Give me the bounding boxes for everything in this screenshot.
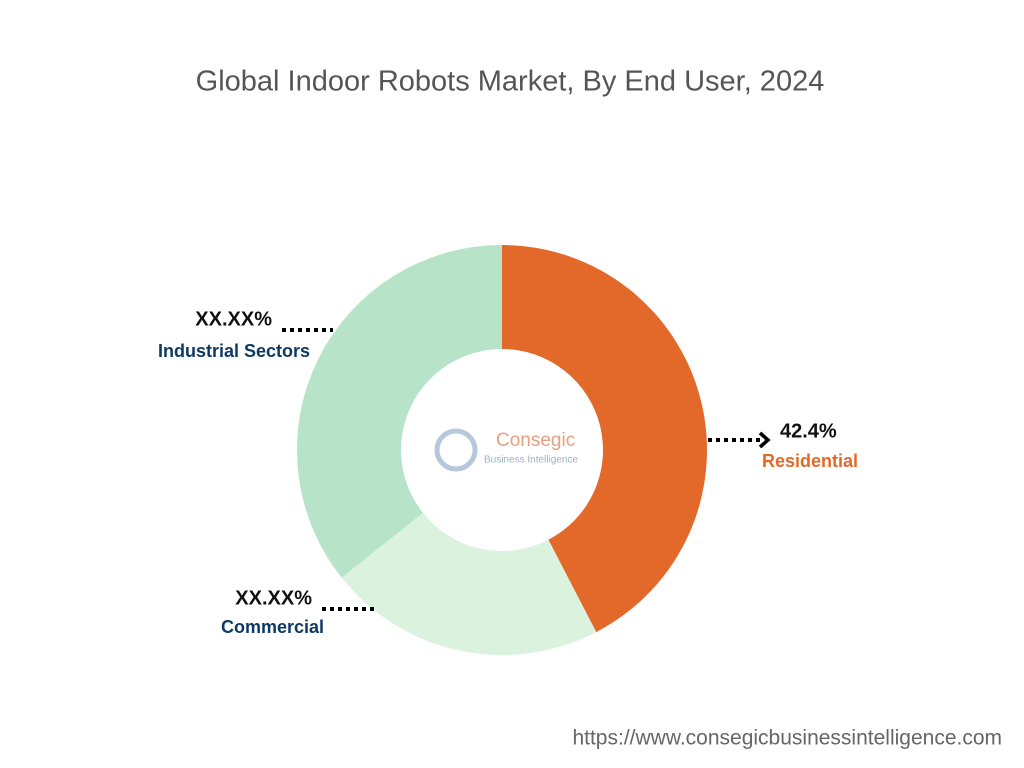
donut-slice (341, 512, 597, 655)
category-label: Commercial (221, 617, 324, 637)
logo-tagline: Business Intelligence (484, 455, 578, 466)
donut-slice (502, 245, 707, 633)
chart-title: Global Indoor Robots Market, By End User… (196, 66, 825, 98)
source-url: https://www.consegicbusinessintelligence… (572, 727, 1002, 750)
logo-name: Consegic (496, 430, 575, 451)
category-label: Industrial Sectors (158, 341, 310, 361)
logo: Consegic Business Intelligence (434, 428, 578, 472)
value-label: XX.XX% (195, 308, 272, 330)
value-label: 42.4% (780, 420, 837, 442)
category-label: Residential (762, 451, 858, 471)
value-label: XX.XX% (235, 587, 312, 609)
leader-arrow (758, 431, 771, 449)
donut-slice (297, 245, 502, 578)
logo-icon (434, 428, 478, 472)
